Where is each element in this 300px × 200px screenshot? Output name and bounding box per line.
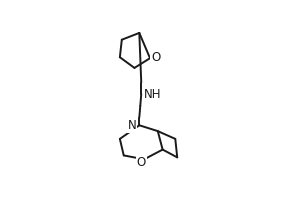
Text: O: O bbox=[151, 51, 160, 64]
Text: O: O bbox=[136, 156, 146, 169]
Text: N: N bbox=[128, 119, 136, 132]
Text: NH: NH bbox=[144, 88, 162, 101]
